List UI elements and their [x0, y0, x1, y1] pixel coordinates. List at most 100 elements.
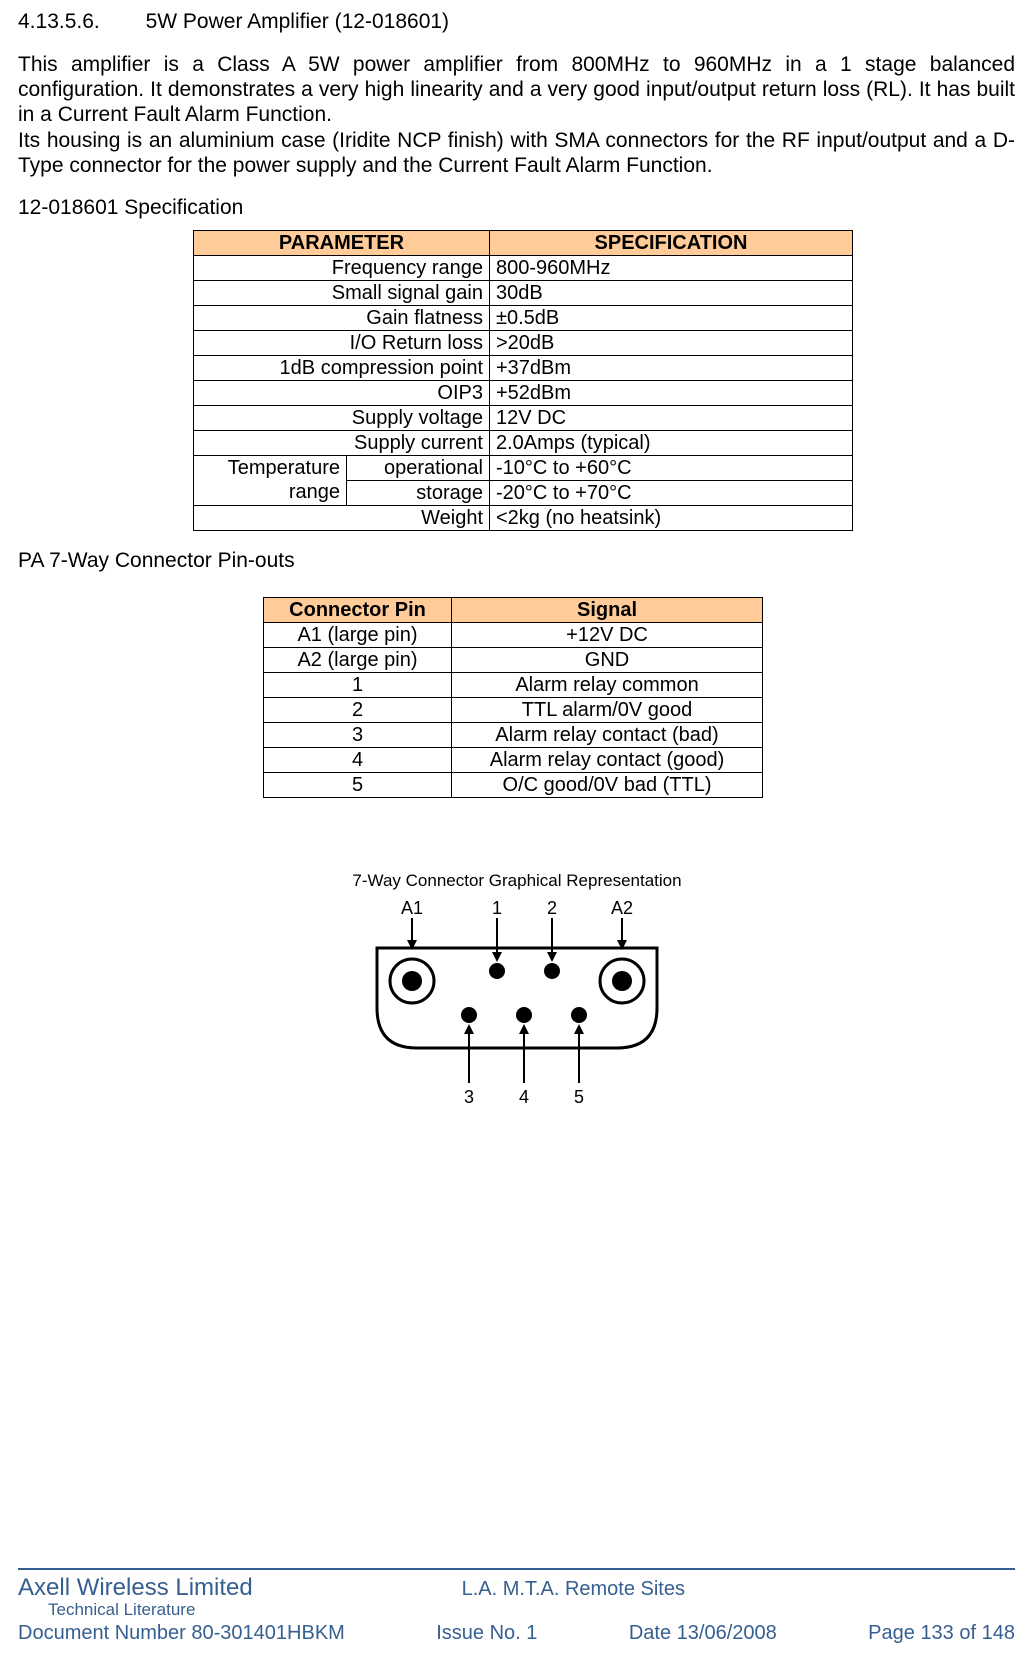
spec-value: 800-960MHz: [490, 255, 853, 280]
spec-value: 2.0Amps (typical): [490, 430, 853, 455]
table-row: Weight <2kg (no heatsink): [194, 505, 853, 530]
footer-date: Date 13/06/2008: [629, 1622, 777, 1645]
pin-5: [571, 1007, 587, 1023]
table-row: 5 O/C good/0V bad (TTL): [264, 772, 763, 797]
arrowhead-1: [492, 952, 502, 962]
table-header-row: Connector Pin Signal: [264, 597, 763, 622]
diagram-title: 7-Way Connector Graphical Representation: [352, 871, 681, 890]
spec-header-param: PARAMETER: [194, 230, 490, 255]
section-title: 5W Power Amplifier (12-018601): [146, 10, 449, 33]
pinout-signal: Alarm relay contact (good): [452, 747, 763, 772]
footer-page: Page 133 of 148: [868, 1622, 1015, 1645]
pinout-pin: 4: [264, 747, 452, 772]
section-heading: 4.13.5.6. 5W Power Amplifier (12-018601): [18, 10, 1015, 34]
pinout-pin: A1 (large pin): [264, 622, 452, 647]
pin-a1-inner: [402, 971, 422, 991]
paragraph-2-text: Its housing is an aluminium case (Iridit…: [18, 129, 1015, 177]
pin-3: [461, 1007, 477, 1023]
spec-value: >20dB: [490, 330, 853, 355]
arrowhead-3: [464, 1024, 474, 1034]
pinout-pin: 2: [264, 697, 452, 722]
spec-param: Supply voltage: [194, 405, 490, 430]
temp-storage-spec: -20°C to +70°C: [490, 480, 853, 505]
label-1: 1: [491, 898, 501, 918]
page-footer: Axell Wireless Limited Technical Literat…: [18, 1568, 1015, 1645]
pinout-heading: PA 7-Way Connector Pin-outs: [18, 549, 1015, 573]
temp-range-label: Temperature range: [194, 455, 347, 505]
footer-docnum: Document Number 80-301401HBKM: [18, 1622, 345, 1645]
spec-param: Small signal gain: [194, 280, 490, 305]
footer-issue: Issue No. 1: [436, 1622, 537, 1645]
table-row: I/O Return loss >20dB: [194, 330, 853, 355]
spec-param: Supply current: [194, 430, 490, 455]
table-row: 2 TTL alarm/0V good: [264, 697, 763, 722]
connector-svg: 7-Way Connector Graphical Representation…: [317, 868, 717, 1128]
label-a2: A2: [610, 898, 632, 918]
pin-2: [544, 963, 560, 979]
arrowhead-4: [519, 1024, 529, 1034]
table-row: 3 Alarm relay contact (bad): [264, 722, 763, 747]
table-row: Supply current 2.0Amps (typical): [194, 430, 853, 455]
table-row: Supply voltage 12V DC: [194, 405, 853, 430]
pinout-pin: 5: [264, 772, 452, 797]
pinout-pin: 3: [264, 722, 452, 747]
section-number: 4.13.5.6.: [18, 10, 100, 34]
pinout-signal: +12V DC: [452, 622, 763, 647]
table-row: OIP3 +52dBm: [194, 380, 853, 405]
paragraph-1: This amplifier is a Class A 5W power amp…: [18, 52, 1015, 178]
footer-sub: Technical Literature: [18, 1600, 253, 1620]
temp-operational-spec: -10°C to +60°C: [490, 455, 853, 480]
footer-divider: [18, 1568, 1015, 1570]
spec-param: 1dB compression point: [194, 355, 490, 380]
footer-project: L.A. M.T.A. Remote Sites: [462, 1578, 685, 1600]
pinout-signal: GND: [452, 647, 763, 672]
pinout-pin: 1: [264, 672, 452, 697]
label-4: 4: [518, 1087, 528, 1107]
table-header-row: PARAMETER SPECIFICATION: [194, 230, 853, 255]
spec-param: Gain flatness: [194, 305, 490, 330]
pin-4: [516, 1007, 532, 1023]
pinout-header-pin: Connector Pin: [264, 597, 452, 622]
pinout-table: Connector Pin Signal A1 (large pin) +12V…: [263, 597, 763, 798]
table-row: A2 (large pin) GND: [264, 647, 763, 672]
spec-param: Weight: [194, 505, 490, 530]
table-row: Temperature range operational -10°C to +…: [194, 455, 853, 480]
spec-header-spec: SPECIFICATION: [490, 230, 853, 255]
spec-value: <2kg (no heatsink): [490, 505, 853, 530]
pinout-signal: Alarm relay common: [452, 672, 763, 697]
label-a1: A1: [400, 898, 422, 918]
pin-a2-inner: [612, 971, 632, 991]
spec-heading: 12-018601 Specification: [18, 196, 1015, 220]
table-row: Gain flatness ±0.5dB: [194, 305, 853, 330]
spec-param: OIP3: [194, 380, 490, 405]
label-5: 5: [573, 1087, 583, 1107]
pinout-pin: A2 (large pin): [264, 647, 452, 672]
temp-operational-label: operational: [347, 455, 490, 480]
spec-value: ±0.5dB: [490, 305, 853, 330]
table-row: Frequency range 800-960MHz: [194, 255, 853, 280]
spec-value: +37dBm: [490, 355, 853, 380]
connector-outline: [377, 948, 657, 1048]
pinout-header-signal: Signal: [452, 597, 763, 622]
pinout-signal: Alarm relay contact (bad): [452, 722, 763, 747]
pinout-signal: TTL alarm/0V good: [452, 697, 763, 722]
temp-storage-label: storage: [347, 480, 490, 505]
arrowhead-5: [574, 1024, 584, 1034]
pinout-signal: O/C good/0V bad (TTL): [452, 772, 763, 797]
label-3: 3: [463, 1087, 473, 1107]
spec-param: Frequency range: [194, 255, 490, 280]
spec-table: PARAMETER SPECIFICATION Frequency range …: [193, 230, 853, 531]
connector-diagram: 7-Way Connector Graphical Representation…: [18, 868, 1015, 1133]
footer-company: Axell Wireless Limited: [18, 1574, 253, 1602]
label-2: 2: [546, 898, 556, 918]
pin-1: [489, 963, 505, 979]
table-row: Small signal gain 30dB: [194, 280, 853, 305]
spec-value: +52dBm: [490, 380, 853, 405]
spec-value: 12V DC: [490, 405, 853, 430]
table-row: A1 (large pin) +12V DC: [264, 622, 763, 647]
table-row: 1dB compression point +37dBm: [194, 355, 853, 380]
spec-param: I/O Return loss: [194, 330, 490, 355]
spec-value: 30dB: [490, 280, 853, 305]
arrowhead-2: [547, 952, 557, 962]
paragraph-1-text: This amplifier is a Class A 5W power amp…: [18, 53, 1015, 126]
